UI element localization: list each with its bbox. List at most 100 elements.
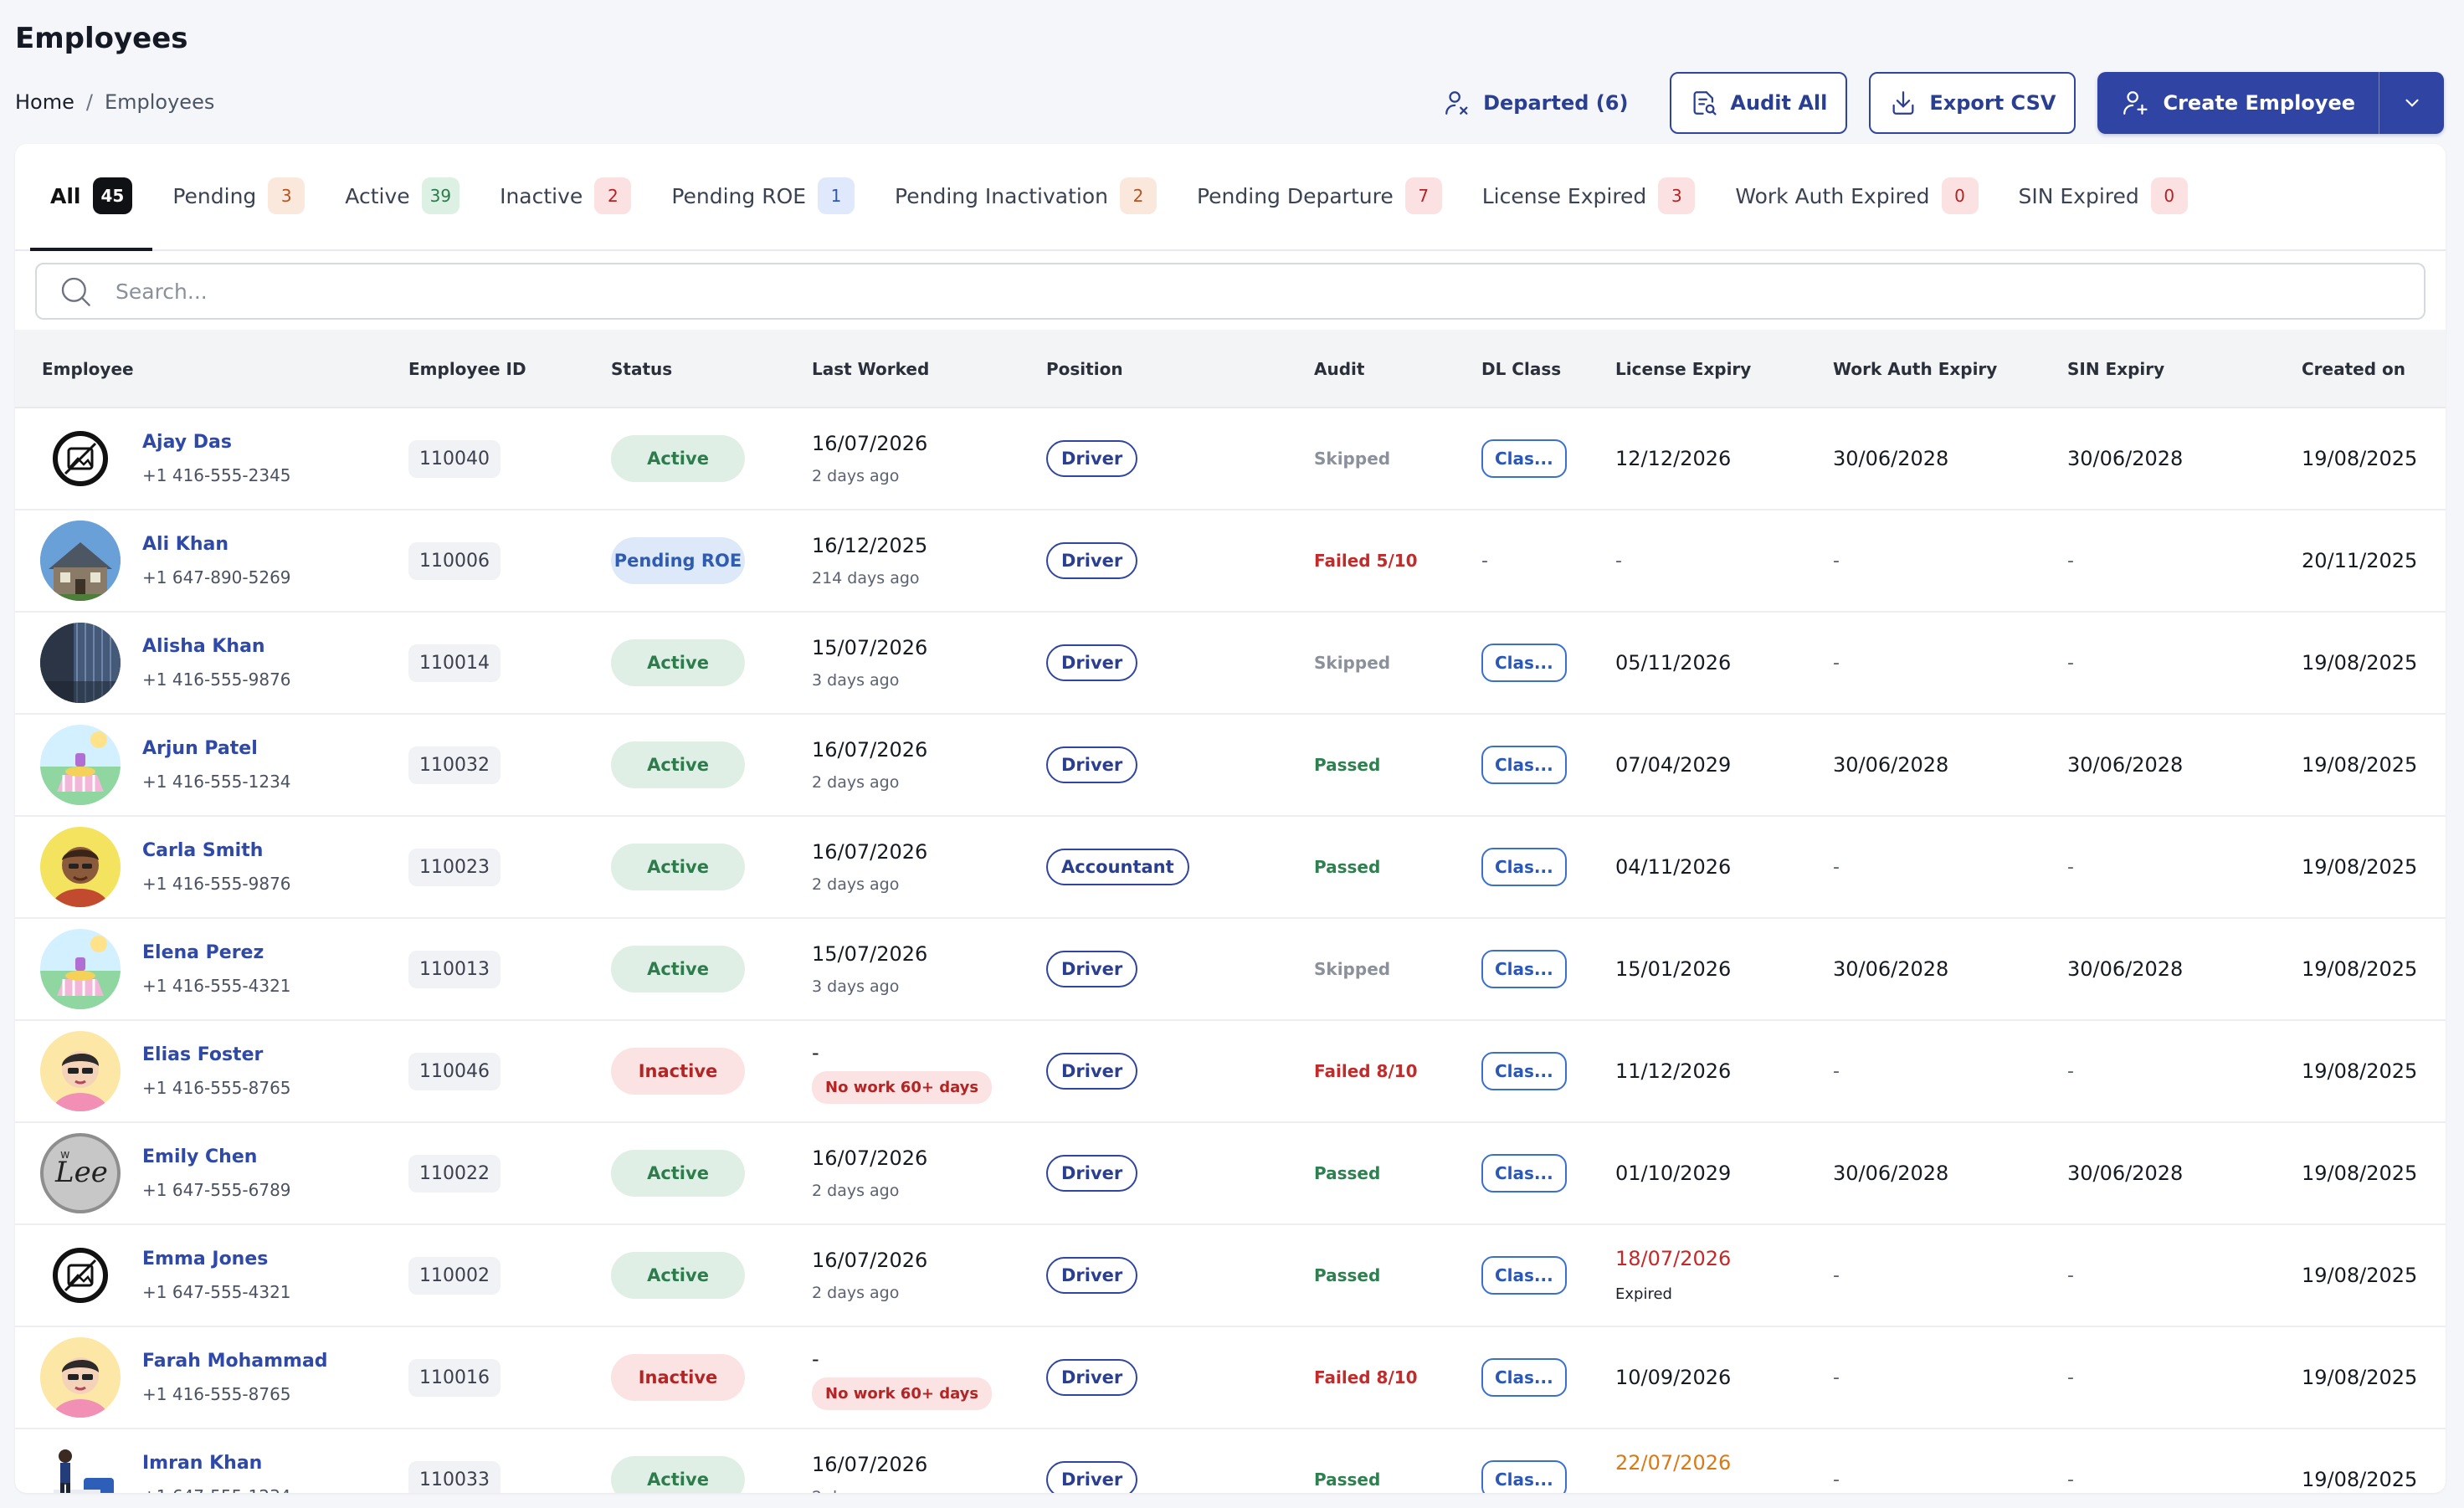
dl-class-badge[interactable]: Clas... bbox=[1481, 950, 1567, 988]
position-cell: Driver bbox=[1046, 919, 1138, 1019]
audit-result: Skipped bbox=[1314, 653, 1391, 673]
position-badge[interactable]: Driver bbox=[1046, 1461, 1138, 1493]
license-expiry-date: 05/11/2026 bbox=[1615, 651, 1732, 674]
table-row[interactable]: Farah Mohammad +1 416-555-8765 110016 Inact… bbox=[15, 1327, 2446, 1429]
dl-class-badge[interactable]: Clas... bbox=[1481, 439, 1567, 478]
employee-name-link[interactable]: Emma Jones bbox=[142, 1249, 269, 1269]
license-expiry-cell: 07/04/2029 bbox=[1615, 715, 1731, 815]
table-row[interactable]: Lee w Emily Chen +1 647-555-6789 110022 Activ… bbox=[15, 1123, 2446, 1225]
position-badge[interactable]: Driver bbox=[1046, 1359, 1138, 1396]
col-position[interactable]: Position bbox=[1046, 359, 1123, 379]
col-employee[interactable]: Employee bbox=[42, 359, 134, 379]
export-csv-label: Export CSV bbox=[1929, 91, 2056, 115]
create-employee-button[interactable]: Create Employee bbox=[2097, 72, 2444, 134]
dl-class-badge[interactable]: Clas... bbox=[1481, 848, 1567, 886]
employee-name-link[interactable]: Elena Perez bbox=[142, 942, 264, 963]
position-badge[interactable]: Driver bbox=[1046, 542, 1138, 579]
status-badge: Active bbox=[611, 946, 745, 993]
audit-all-button[interactable]: Audit All bbox=[1670, 72, 1848, 134]
table-row[interactable]: Emma Jones +1 647-555-4321 110002 Active 16/… bbox=[15, 1225, 2446, 1327]
tab-active[interactable]: Active 39 bbox=[325, 144, 480, 249]
table-row[interactable]: Imran Khan +1 647-555-1234 110033 Active 16/… bbox=[15, 1429, 2446, 1493]
dl-class-badge[interactable]: Clas... bbox=[1481, 1256, 1567, 1295]
dl-class-badge[interactable]: Clas... bbox=[1481, 644, 1567, 682]
tab-inactive[interactable]: Inactive 2 bbox=[480, 144, 651, 249]
last-worked-date: 16/12/2025 bbox=[812, 534, 928, 557]
employee-name-link[interactable]: Arjun Patel bbox=[142, 738, 258, 759]
employee-name-link[interactable]: Elias Foster bbox=[142, 1044, 264, 1065]
sin-expiry-cell: 30/06/2028 bbox=[2067, 408, 2183, 509]
employee-name-link[interactable]: Ali Khan bbox=[142, 534, 228, 555]
audit-cell: Passed bbox=[1314, 1429, 1380, 1493]
breadcrumb-home-link[interactable]: Home bbox=[15, 90, 74, 114]
table-row[interactable]: Ali Khan +1 647-890-5269 110006 Pending ROE… bbox=[15, 510, 2446, 613]
table-row[interactable]: Arjun Patel +1 416-555-1234 110032 Active 16… bbox=[15, 715, 2446, 817]
tab-all[interactable]: All 45 bbox=[30, 144, 153, 251]
dl-class-badge[interactable]: Clas... bbox=[1481, 1460, 1567, 1493]
dl-class-badge[interactable]: Clas... bbox=[1481, 746, 1567, 784]
tab-pending[interactable]: Pending 3 bbox=[152, 144, 325, 249]
col-sin-expiry[interactable]: SIN Expiry bbox=[2067, 359, 2165, 379]
created-on-date: 19/08/2025 bbox=[2302, 753, 2418, 777]
tab-work-auth-expired[interactable]: Work Auth Expired 0 bbox=[1715, 144, 1998, 249]
position-badge[interactable]: Driver bbox=[1046, 746, 1138, 783]
license-expiry-cell: 05/11/2026 bbox=[1615, 613, 1731, 713]
search-input[interactable] bbox=[116, 279, 2424, 304]
tab-label: License Expired bbox=[1481, 183, 1647, 208]
create-employee-main[interactable]: Create Employee bbox=[2097, 72, 2379, 134]
col-work-auth-expiry[interactable]: Work Auth Expiry bbox=[1833, 359, 1998, 379]
tab-pending-roe[interactable]: Pending ROE 1 bbox=[651, 144, 875, 249]
avatar bbox=[40, 929, 121, 1009]
work-auth-expiry: - bbox=[1833, 1469, 1840, 1490]
dl-class-badge[interactable]: Clas... bbox=[1481, 1052, 1567, 1090]
position-badge[interactable]: Accountant bbox=[1046, 849, 1189, 885]
employee-name-link[interactable]: Carla Smith bbox=[142, 840, 264, 861]
table-row[interactable]: Elias Foster +1 416-555-8765 110046 Inactiv… bbox=[15, 1021, 2446, 1123]
col-created-on[interactable]: Created on bbox=[2302, 359, 2405, 379]
employee-id-chip: 110022 bbox=[408, 1154, 501, 1193]
table-row[interactable]: Alisha Khan +1 416-555-9876 110014 Active 15… bbox=[15, 613, 2446, 715]
license-expiry-date: 18/07/2026 bbox=[1615, 1247, 1732, 1270]
tab-pending-departure[interactable]: Pending Departure 7 bbox=[1177, 144, 1462, 249]
col-last-worked[interactable]: Last Worked bbox=[812, 359, 930, 379]
license-expiry-cell: 04/11/2026 bbox=[1615, 817, 1731, 917]
employee-name-link[interactable]: Imran Khan bbox=[142, 1453, 263, 1474]
position-cell: Driver bbox=[1046, 613, 1138, 713]
tab-sin-expired[interactable]: SIN Expired 0 bbox=[1999, 144, 2208, 249]
tab-pending-inactivation[interactable]: Pending Inactivation 2 bbox=[875, 144, 1177, 249]
status-badge: Inactive bbox=[611, 1354, 745, 1401]
employee-name-link[interactable]: Alisha Khan bbox=[142, 636, 265, 657]
col-license-expiry[interactable]: License Expiry bbox=[1615, 359, 1752, 379]
col-audit[interactable]: Audit bbox=[1314, 359, 1365, 379]
table-row[interactable]: Carla Smith +1 416-555-9876 110023 Active 16… bbox=[15, 817, 2446, 919]
created-on-cell: 19/08/2025 bbox=[2302, 1327, 2417, 1428]
employee-phone: +1 416-555-1234 bbox=[142, 772, 291, 792]
position-badge[interactable]: Driver bbox=[1046, 1053, 1138, 1090]
status-cell: Pending ROE bbox=[611, 510, 745, 611]
create-employee-dropdown[interactable] bbox=[2379, 72, 2444, 134]
employee-id-chip: 110016 bbox=[408, 1358, 501, 1397]
position-badge[interactable]: Driver bbox=[1046, 1155, 1138, 1192]
position-badge[interactable]: Driver bbox=[1046, 951, 1138, 987]
dl-class-badge[interactable]: Clas... bbox=[1481, 1358, 1567, 1397]
col-status[interactable]: Status bbox=[611, 359, 673, 379]
employee-name-link[interactable]: Farah Mohammad bbox=[142, 1351, 328, 1372]
avatar bbox=[40, 827, 121, 907]
col-dl-class[interactable]: DL Class bbox=[1481, 359, 1562, 379]
tab-license-expired[interactable]: License Expired 3 bbox=[1462, 144, 1716, 249]
employee-name-link[interactable]: Emily Chen bbox=[142, 1146, 258, 1167]
employee-phone: +1 416-555-9876 bbox=[142, 874, 291, 894]
position-badge[interactable]: Driver bbox=[1046, 644, 1138, 681]
employee-id-chip: 110040 bbox=[408, 439, 501, 478]
table-row[interactable]: Ajay Das +1 416-555-2345 110040 Active 16/07… bbox=[15, 408, 2446, 510]
sin-expiry: 30/06/2028 bbox=[2067, 447, 2184, 470]
position-badge[interactable]: Driver bbox=[1046, 1257, 1138, 1294]
departed-button[interactable]: Departed (6) bbox=[1423, 72, 1648, 134]
export-csv-button[interactable]: Export CSV bbox=[1869, 72, 2076, 134]
position-badge[interactable]: Driver bbox=[1046, 440, 1138, 477]
dl-class-badge[interactable]: Clas... bbox=[1481, 1154, 1567, 1193]
table-row[interactable]: Elena Perez +1 416-555-4321 110013 Active 15… bbox=[15, 919, 2446, 1021]
col-employee-id[interactable]: Employee ID bbox=[408, 359, 526, 379]
employee-name-link[interactable]: Ajay Das bbox=[142, 432, 232, 453]
audit-result: Passed bbox=[1314, 1163, 1381, 1183]
